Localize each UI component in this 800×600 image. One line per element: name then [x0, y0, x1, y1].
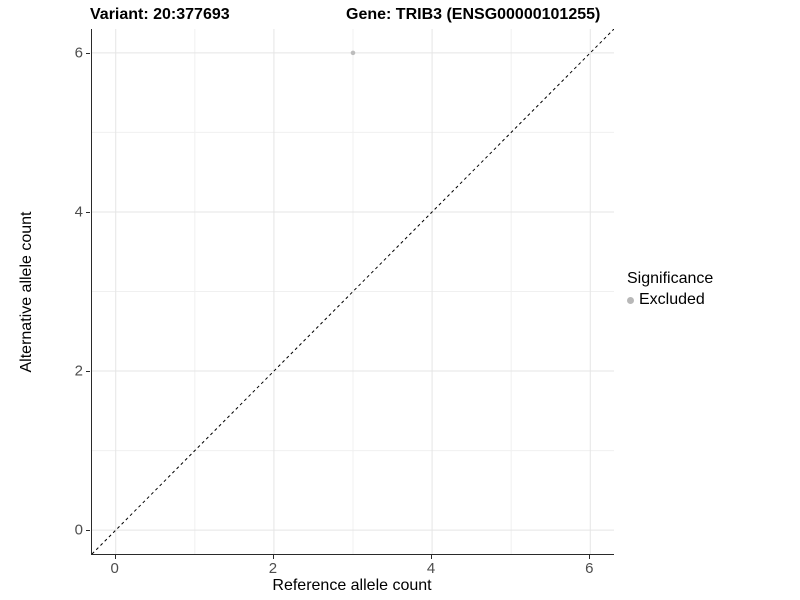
x-tick-label: 4 — [426, 560, 436, 577]
y-tick-mark — [86, 530, 90, 532]
x-tick-mark — [589, 555, 591, 559]
plot-canvas — [92, 29, 614, 554]
legend-item: Excluded — [627, 291, 713, 309]
legend-title: Significance — [627, 270, 714, 287]
y-tick-mark — [86, 52, 90, 54]
plot-title-gene: Gene: TRIB3 (ENSG00000101255) — [346, 6, 601, 23]
x-tick-mark — [431, 555, 433, 559]
legend-key-dot-icon — [627, 296, 634, 304]
plot-title-variant: Variant: 20:377693 — [90, 6, 230, 23]
y-tick-label: 0 — [74, 521, 83, 539]
x-axis-title: Reference allele count — [272, 577, 432, 594]
legend: Significance Excluded — [627, 270, 713, 309]
x-tick-label: 0 — [110, 560, 119, 577]
x-tick-label: 2 — [268, 560, 278, 577]
data-point — [350, 50, 356, 56]
legend-items: Excluded — [627, 291, 713, 309]
x-tick-label: 6 — [585, 560, 594, 577]
y-tick-mark — [86, 371, 90, 373]
y-tick-label: 6 — [74, 44, 83, 62]
plot-panel — [91, 29, 614, 555]
y-axis-title: Alternative allele count — [18, 211, 35, 373]
x-tick-mark — [114, 555, 116, 559]
y-tick-mark — [86, 211, 90, 213]
x-tick-mark — [272, 555, 274, 559]
y-tick-label: 4 — [74, 203, 83, 221]
legend-item-label: Excluded — [639, 291, 705, 308]
y-tick-label: 2 — [74, 362, 83, 380]
